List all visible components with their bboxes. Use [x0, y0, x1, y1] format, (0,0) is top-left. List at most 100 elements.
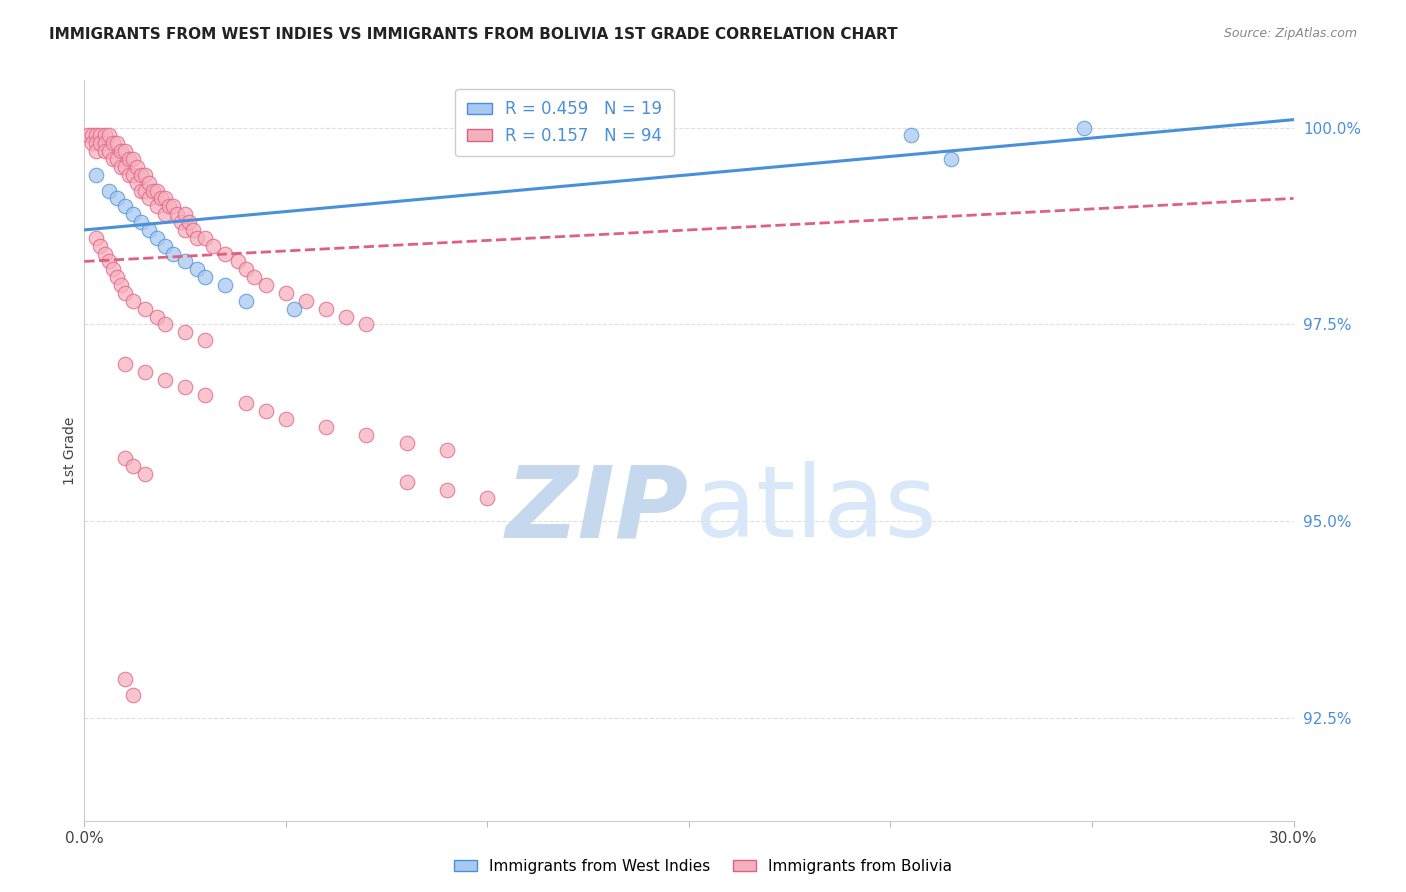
Point	[134, 365, 156, 379]
Point	[477, 491, 499, 505]
Point	[274, 412, 297, 426]
Point	[226, 254, 249, 268]
Point	[129, 215, 152, 229]
Point	[118, 168, 141, 182]
Point	[121, 459, 143, 474]
Point	[194, 388, 217, 402]
Point	[235, 293, 257, 308]
Point	[174, 223, 197, 237]
Point	[125, 176, 148, 190]
Point	[114, 357, 136, 371]
Point	[157, 199, 180, 213]
Legend: Immigrants from West Indies, Immigrants from Bolivia: Immigrants from West Indies, Immigrants …	[447, 853, 959, 880]
Point	[105, 270, 128, 285]
Point	[105, 152, 128, 166]
Point	[194, 231, 217, 245]
Point	[114, 144, 136, 158]
Point	[214, 246, 236, 260]
Point	[186, 231, 208, 245]
Point	[121, 152, 143, 166]
Point	[142, 184, 165, 198]
Point	[235, 396, 257, 410]
Point	[149, 191, 172, 205]
Point	[356, 427, 378, 442]
Point	[93, 144, 115, 158]
Point	[105, 191, 128, 205]
Point	[110, 160, 132, 174]
Point	[97, 254, 120, 268]
Y-axis label: 1st Grade: 1st Grade	[63, 417, 77, 484]
Point	[114, 160, 136, 174]
Point	[174, 254, 197, 268]
Point	[134, 168, 156, 182]
Point	[283, 301, 305, 316]
Point	[162, 246, 184, 260]
Point	[242, 270, 264, 285]
Point	[82, 136, 104, 151]
Point	[235, 262, 257, 277]
Point	[121, 207, 143, 221]
Point	[179, 215, 201, 229]
Point	[395, 435, 418, 450]
Legend: R = 0.459   N = 19, R = 0.157   N = 94: R = 0.459 N = 19, R = 0.157 N = 94	[456, 88, 673, 156]
Point	[86, 136, 108, 151]
Point	[121, 293, 143, 308]
Point	[153, 191, 176, 205]
Point	[129, 168, 152, 182]
Point	[110, 144, 132, 158]
Point	[274, 285, 297, 300]
Point	[146, 184, 169, 198]
Point	[153, 207, 176, 221]
Point	[114, 285, 136, 300]
Point	[97, 128, 120, 143]
Point	[254, 278, 277, 293]
Point	[134, 301, 156, 316]
Point	[295, 293, 318, 308]
Point	[125, 160, 148, 174]
Point	[146, 231, 169, 245]
Point	[170, 215, 193, 229]
Point	[146, 199, 169, 213]
Point	[315, 301, 337, 316]
Point	[93, 136, 115, 151]
Point	[138, 191, 160, 205]
Point	[134, 184, 156, 198]
Point	[129, 184, 152, 198]
Point	[174, 326, 197, 340]
Point	[436, 483, 458, 497]
Point	[900, 128, 922, 143]
Point	[86, 168, 108, 182]
Text: atlas: atlas	[695, 461, 936, 558]
Point	[138, 223, 160, 237]
Point	[153, 238, 176, 252]
Point	[93, 246, 115, 260]
Point	[254, 404, 277, 418]
Point	[214, 278, 236, 293]
Point	[97, 144, 120, 158]
Point	[939, 152, 962, 166]
Point	[153, 318, 176, 332]
Point	[146, 310, 169, 324]
Point	[174, 207, 197, 221]
Point	[134, 467, 156, 481]
Text: IMMIGRANTS FROM WEST INDIES VS IMMIGRANTS FROM BOLIVIA 1ST GRADE CORRELATION CHA: IMMIGRANTS FROM WEST INDIES VS IMMIGRANT…	[49, 27, 898, 42]
Point	[86, 231, 108, 245]
Text: ZIP: ZIP	[506, 461, 689, 558]
Point	[162, 199, 184, 213]
Point	[101, 262, 124, 277]
Point	[166, 207, 188, 221]
Point	[89, 238, 111, 252]
Point	[186, 262, 208, 277]
Point	[194, 333, 217, 347]
Point	[436, 443, 458, 458]
Point	[93, 128, 115, 143]
Point	[114, 199, 136, 213]
Point	[174, 380, 197, 394]
Point	[82, 128, 104, 143]
Point	[105, 136, 128, 151]
Point	[86, 144, 108, 158]
Point	[89, 136, 111, 151]
Point	[202, 238, 225, 252]
Point	[1073, 120, 1095, 135]
Point	[101, 152, 124, 166]
